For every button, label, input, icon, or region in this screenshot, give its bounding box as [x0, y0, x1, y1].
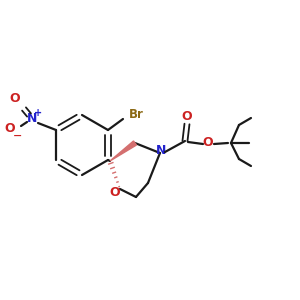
Text: O: O — [5, 122, 15, 136]
Text: −: − — [13, 131, 23, 141]
Text: O: O — [110, 185, 120, 199]
Text: O: O — [182, 110, 192, 122]
Polygon shape — [110, 141, 136, 161]
Text: N: N — [27, 112, 37, 125]
Text: O: O — [203, 136, 213, 149]
Text: O: O — [10, 92, 20, 104]
Text: N: N — [156, 143, 166, 157]
Text: Br: Br — [129, 109, 144, 122]
Text: +: + — [34, 108, 42, 118]
